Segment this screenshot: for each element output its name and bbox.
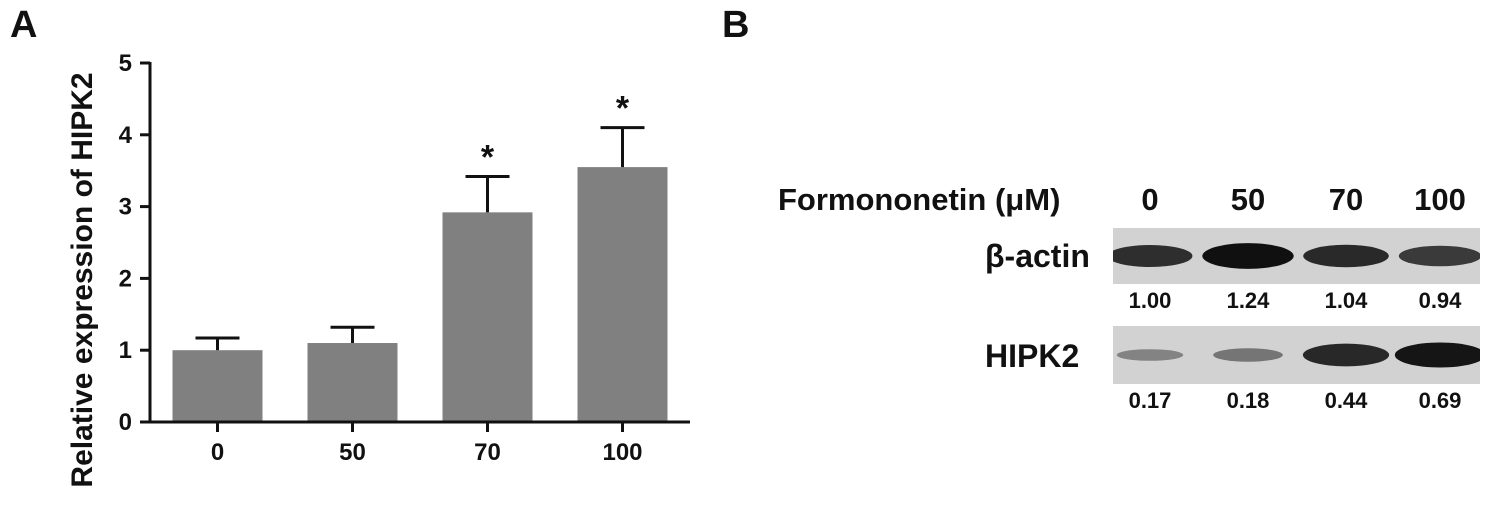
blot-band: [1116, 349, 1184, 361]
panel-a-label: A: [10, 4, 38, 46]
x-axis-ticks: 0 50 70 100: [211, 422, 643, 466]
x-tick-label: 70: [474, 439, 501, 466]
blot-strip-actin: [1113, 228, 1480, 284]
y-axis-ticks: 0 1 2 3 4 5: [119, 50, 150, 436]
quant-value: 1.04: [1324, 288, 1368, 313]
panel-b-label: B: [722, 4, 750, 46]
bar-series: [172, 167, 668, 422]
y-tick-label: 5: [119, 50, 132, 77]
bar: [442, 212, 533, 422]
blot-row-label-hipk2: HIPK2: [985, 338, 1080, 374]
error-bars: [195, 126, 645, 351]
y-tick-label: 3: [119, 194, 132, 221]
lane-label: 50: [1230, 182, 1266, 217]
lane-label: 100: [1414, 182, 1466, 217]
quant-value: 0.17: [1128, 388, 1172, 413]
x-tick-label: 50: [339, 439, 366, 466]
blot-band: [1398, 245, 1480, 267]
quant-value: 0.94: [1418, 288, 1462, 313]
bar: [577, 167, 668, 422]
quant-value: 0.18: [1226, 388, 1270, 413]
treatment-label: Formononetin (μM): [778, 182, 1061, 217]
y-tick-label: 2: [119, 265, 132, 292]
blot-band: [1202, 243, 1294, 269]
blot-strip-hipk2: [1113, 326, 1480, 384]
significance-star: *: [616, 90, 630, 128]
x-tick-label: 0: [211, 439, 224, 466]
blot-band: [1303, 244, 1389, 268]
quant-value: 0.69: [1418, 388, 1462, 413]
y-tick-label: 4: [119, 122, 133, 149]
quant-value: 1.00: [1128, 288, 1172, 313]
blot-band: [1394, 342, 1480, 368]
blot-band: [1213, 348, 1283, 362]
quant-value: 1.24: [1226, 288, 1270, 313]
blot-band: [1113, 244, 1193, 268]
y-tick-label: 1: [119, 337, 132, 364]
y-axis-title: Relative expression of HIPK2: [66, 72, 99, 487]
bar: [307, 343, 398, 422]
significance-star: *: [481, 138, 495, 176]
lane-label: 70: [1328, 182, 1364, 217]
significance-marks: **: [481, 90, 630, 177]
blot-band: [1302, 343, 1390, 367]
y-tick-label: 0: [119, 409, 132, 436]
bar: [172, 350, 263, 422]
x-tick-label: 100: [602, 439, 642, 466]
lane-label: 0: [1141, 182, 1159, 217]
quant-value: 0.44: [1324, 388, 1368, 413]
blot-row-label-actin: β-actin: [985, 238, 1090, 274]
